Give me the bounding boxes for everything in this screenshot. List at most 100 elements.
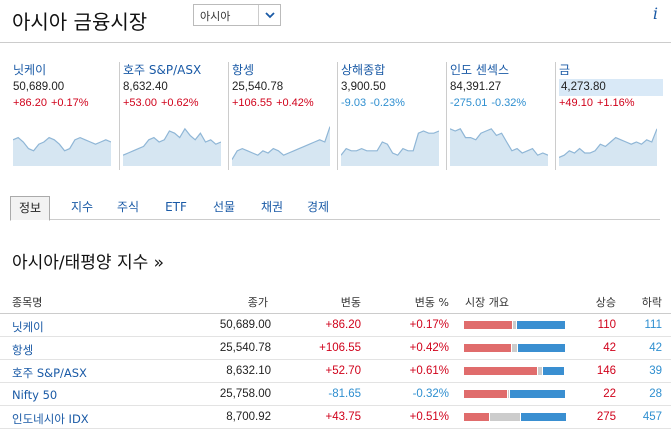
- sparkline-chart: [13, 136, 111, 166]
- header-divider: [0, 42, 671, 43]
- info-icon[interactable]: i: [652, 4, 658, 23]
- tile-name[interactable]: 호주 S&P/ASX: [123, 63, 202, 77]
- sparkline-line: [123, 127, 221, 156]
- row-name[interactable]: 항셍: [12, 343, 34, 357]
- tile-name[interactable]: 항셍: [232, 63, 255, 77]
- table-header: 종목명 종가 변동 변동 % 시장 개요 상승 하락: [0, 290, 671, 314]
- market-tile[interactable]: 인도 센섹스 84,391.27 -275.01 -0.32%: [446, 62, 554, 170]
- bar-up: [464, 344, 511, 352]
- tab-indices[interactable]: 지수: [70, 200, 94, 214]
- row-pct: +0.61%: [409, 365, 449, 377]
- header-name: 종목명: [12, 296, 43, 309]
- sparkline-chart: [341, 130, 439, 166]
- tile-change: +49.10 +1.16%: [559, 96, 663, 111]
- tab-economy[interactable]: 경제: [306, 200, 330, 214]
- sparkline-area: [13, 137, 111, 166]
- bar-down: [521, 413, 566, 421]
- tab-bonds[interactable]: 채권: [260, 200, 284, 214]
- bar-down: [517, 321, 565, 329]
- tile-price: 4,273.80: [559, 79, 663, 96]
- tile-change-value: +49.10: [559, 97, 593, 109]
- tile-price: 3,900.50: [341, 81, 386, 93]
- bar-unchanged: [508, 390, 509, 398]
- market-tile[interactable]: 닛케이 50,689.00 +86.20 +0.17%: [10, 62, 118, 170]
- row-price: 25,540.78: [219, 342, 271, 354]
- chevron-down-icon[interactable]: [258, 5, 280, 25]
- tile-name[interactable]: 금: [559, 63, 571, 77]
- tile-name[interactable]: 닛케이: [13, 63, 47, 77]
- tab-info[interactable]: 정보: [10, 196, 50, 221]
- tile-change: +53.00 +0.62%: [123, 96, 227, 111]
- sparkline-line: [232, 126, 330, 160]
- sparkline-chart: [450, 128, 548, 166]
- table-row[interactable]: 항셍 25,540.78 +106.55 +0.42% 42 42: [0, 338, 671, 360]
- row-price: 8,632.10: [226, 365, 271, 377]
- row-price: 50,689.00: [219, 319, 271, 331]
- market-tile[interactable]: 항셍 25,540.78 +106.55 +0.42%: [228, 62, 336, 170]
- sparkline-area: [232, 126, 330, 166]
- section-title[interactable]: 아시아/태평양 지수 »: [12, 253, 165, 273]
- header-price: 종가: [247, 296, 268, 309]
- region-select-value: 아시아: [200, 10, 231, 23]
- tile-name[interactable]: 상해종합: [341, 63, 386, 77]
- bar-down: [510, 390, 565, 398]
- header-pct: 변동 %: [414, 296, 449, 309]
- sparkline-line: [450, 128, 548, 156]
- tile-name[interactable]: 인도 센섹스: [450, 63, 510, 77]
- tab-etf[interactable]: ETF: [165, 200, 187, 214]
- tile-change-pct: +0.17%: [50, 97, 89, 109]
- table-row[interactable]: 닛케이 50,689.00 +86.20 +0.17% 110 111: [0, 315, 671, 337]
- bar-up: [464, 367, 537, 375]
- header-overview: 시장 개요: [465, 296, 509, 309]
- tile-price: 84,391.27: [450, 81, 502, 93]
- row-pct: +0.42%: [409, 342, 449, 354]
- bar-down: [543, 367, 564, 375]
- bar-up: [464, 390, 507, 398]
- header-up: 상승: [595, 296, 616, 309]
- tile-price: 8,632.40: [123, 81, 168, 93]
- row-up-count: 146: [596, 365, 616, 377]
- tile-change-value: -9.03: [341, 97, 367, 109]
- tile-change-value: +53.00: [123, 97, 157, 109]
- tile-change: -9.03 -0.23%: [341, 96, 445, 111]
- row-name[interactable]: 닛케이: [12, 320, 44, 334]
- tab-stocks[interactable]: 주식: [116, 200, 140, 214]
- row-down-count: 111: [644, 319, 662, 331]
- sparkline-area: [341, 131, 439, 166]
- tile-change-pct: +1.16%: [596, 97, 635, 109]
- row-up-count: 110: [597, 319, 616, 331]
- sparkline-line: [341, 130, 439, 156]
- tile-change-pct: +0.42%: [276, 97, 314, 109]
- tile-change-pct: -0.32%: [491, 97, 527, 109]
- row-price: 8,700.92: [226, 411, 271, 423]
- region-select[interactable]: 아시아: [193, 4, 281, 26]
- tile-change-pct: +0.62%: [160, 97, 199, 109]
- bar-unchanged: [512, 344, 517, 352]
- market-tile[interactable]: 상해종합 3,900.50 -9.03 -0.23%: [337, 62, 445, 170]
- row-change: -81.65: [328, 388, 361, 400]
- tile-change-value: +86.20: [13, 97, 47, 109]
- row-name[interactable]: 인도네시아 IDX: [12, 412, 89, 426]
- row-up-count: 275: [596, 411, 616, 423]
- tile-change: +86.20 +0.17%: [13, 96, 118, 111]
- row-name[interactable]: Nifty 50: [12, 388, 58, 402]
- market-tile[interactable]: 호주 S&P/ASX 8,632.40 +53.00 +0.62%: [119, 62, 227, 170]
- tile-change-value: -275.01: [450, 97, 488, 109]
- table-row[interactable]: 인도네시아 IDX 8,700.92 +43.75 +0.51% 275 457: [0, 407, 671, 429]
- header-down: 하락: [641, 296, 662, 309]
- bar-unchanged: [538, 367, 542, 375]
- sparkline-chart: [123, 127, 221, 166]
- page-title: 아시아 금융시장: [12, 10, 148, 34]
- table-row[interactable]: Nifty 50 25,758.00 -81.65 -0.32% 22 28: [0, 384, 671, 406]
- sparkline-area: [123, 128, 221, 166]
- tile-price: 50,689.00: [13, 81, 65, 93]
- table-row[interactable]: 호주 S&P/ASX 8,632.10 +52.70 +0.61% 146 39: [0, 361, 671, 383]
- market-tiles: 닛케이 50,689.00 +86.20 +0.17% 호주 S&P/ASX 8,…: [0, 62, 671, 172]
- tile-change-value: +106.55: [232, 97, 273, 109]
- tab-futures[interactable]: 선물: [212, 200, 236, 214]
- tile-change: +106.55 +0.42%: [232, 96, 336, 111]
- market-tile[interactable]: 금 4,273.80 +49.10 +1.16%: [555, 62, 663, 170]
- row-down-count: 42: [649, 342, 662, 354]
- bar-unchanged: [513, 321, 516, 329]
- row-name[interactable]: 호주 S&P/ASX: [12, 366, 87, 380]
